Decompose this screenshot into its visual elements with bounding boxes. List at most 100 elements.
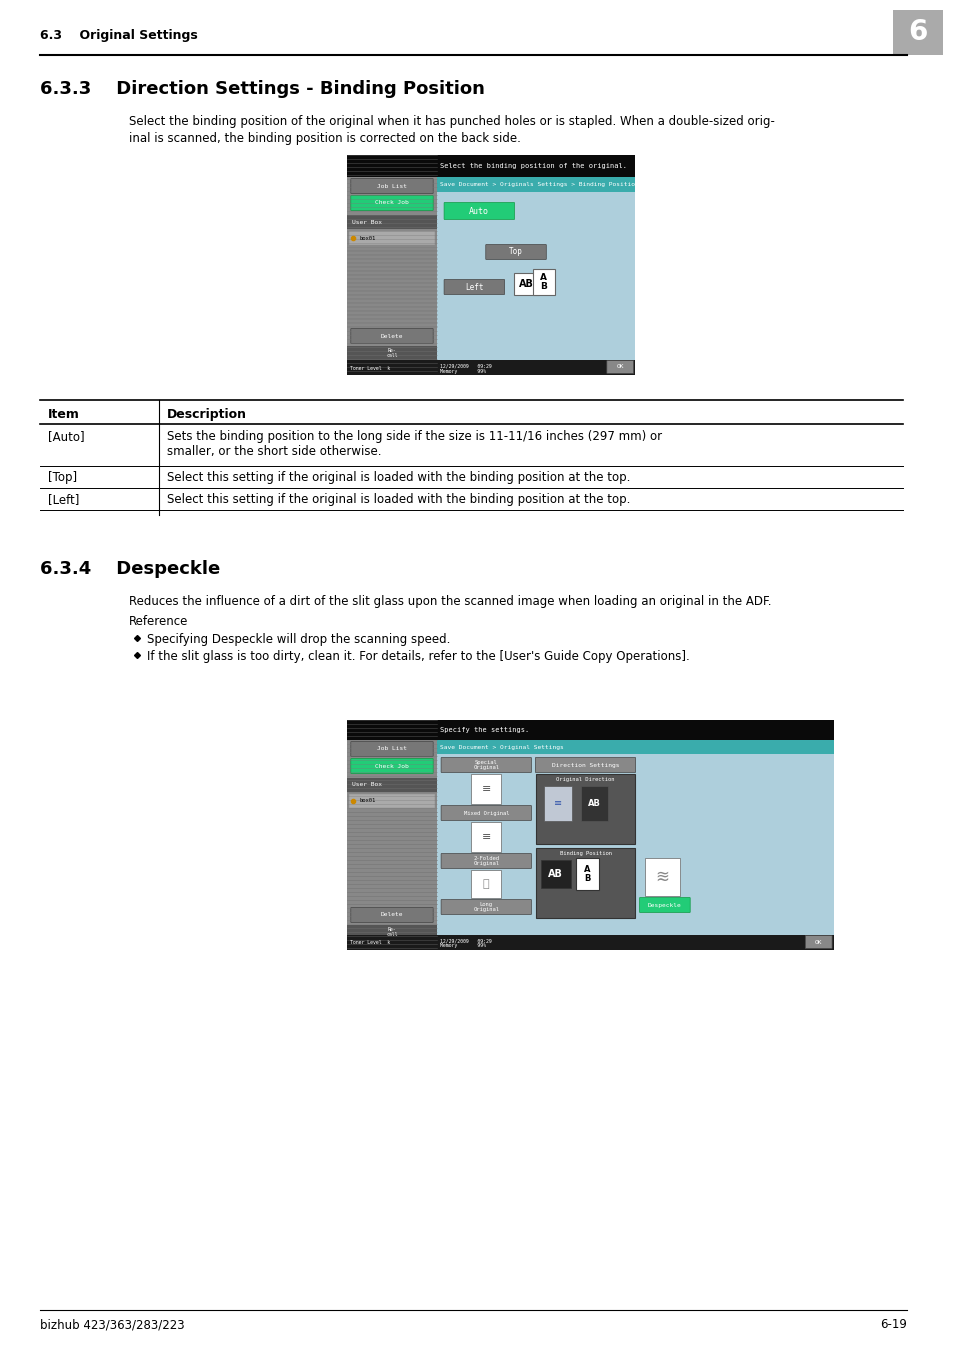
FancyBboxPatch shape [351, 741, 433, 756]
FancyBboxPatch shape [351, 328, 433, 343]
Text: Specify the settings.: Specify the settings. [439, 728, 528, 733]
Bar [536, 774, 635, 844]
Text: Check Job: Check Job [375, 764, 409, 768]
Text: box01: box01 [359, 235, 375, 240]
Bar [347, 155, 436, 375]
Text: Toner Level  k: Toner Level k [350, 941, 390, 945]
Text: Original Direction: Original Direction [556, 778, 614, 783]
Text: User Box: User Box [352, 783, 382, 787]
Text: Despeckle: Despeckle [647, 903, 681, 907]
Text: Select this setting if the original is loaded with the binding position at the t: Select this setting if the original is l… [167, 471, 629, 485]
Text: ⎕: ⎕ [482, 879, 489, 890]
Bar [536, 848, 635, 918]
Text: Description: Description [167, 408, 247, 421]
Text: Left: Left [465, 282, 483, 292]
Text: A
B: A B [583, 865, 590, 883]
Text: Delete: Delete [380, 333, 403, 339]
Bar [436, 720, 833, 950]
Text: Mixed Original: Mixed Original [463, 810, 509, 815]
Bar [347, 720, 833, 740]
Text: Memory       99%: Memory 99% [439, 369, 485, 374]
FancyBboxPatch shape [440, 853, 531, 868]
Text: Auto: Auto [469, 207, 489, 216]
Text: Top: Top [509, 247, 522, 256]
Text: 12/29/2009   09:29: 12/29/2009 09:29 [439, 938, 491, 944]
Text: Direction Settings: Direction Settings [551, 763, 618, 768]
Text: Delete: Delete [380, 913, 403, 918]
Text: Save Document > Originals Settings > Binding Position: Save Document > Originals Settings > Bin… [439, 182, 638, 188]
Text: Specifying Despeckle will drop the scanning speed.: Specifying Despeckle will drop the scann… [147, 633, 450, 647]
Text: Check Job: Check Job [375, 201, 409, 205]
Bar [349, 231, 435, 244]
Bar [436, 740, 833, 755]
Bar [347, 215, 436, 230]
Bar [540, 860, 570, 888]
Bar [892, 9, 942, 55]
FancyBboxPatch shape [351, 907, 433, 922]
Text: 12/29/2009   09:29: 12/29/2009 09:29 [439, 363, 491, 369]
Bar [471, 774, 500, 805]
Text: Job List: Job List [376, 184, 407, 189]
FancyBboxPatch shape [351, 178, 433, 193]
FancyBboxPatch shape [639, 898, 689, 913]
Bar [543, 786, 571, 821]
FancyBboxPatch shape [485, 244, 546, 259]
Bar [644, 859, 679, 896]
Bar [575, 859, 598, 890]
Text: A
B: A B [539, 273, 547, 290]
FancyBboxPatch shape [351, 196, 433, 211]
Text: 6.3    Original Settings: 6.3 Original Settings [40, 28, 197, 42]
Text: AB: AB [518, 279, 533, 289]
FancyBboxPatch shape [444, 279, 504, 294]
Bar [514, 273, 538, 296]
Text: AB: AB [548, 869, 562, 879]
Text: User Box: User Box [352, 220, 382, 224]
Bar [471, 822, 500, 852]
Bar [436, 177, 635, 192]
Text: Select the binding position of the original when it has punched holes or is stap: Select the binding position of the origi… [129, 115, 774, 128]
Text: Special
Original: Special Original [473, 760, 498, 771]
Text: OK: OK [814, 940, 821, 945]
Text: Toner Level  k: Toner Level k [350, 366, 390, 370]
Text: [Auto]: [Auto] [48, 431, 84, 443]
Text: inal is scanned, the binding position is corrected on the back side.: inal is scanned, the binding position is… [129, 132, 520, 144]
Text: Item: Item [48, 408, 79, 421]
Text: Memory       99%: Memory 99% [439, 944, 485, 949]
Text: [Top]: [Top] [48, 471, 76, 485]
Bar [347, 155, 635, 177]
Text: Re-
call: Re- call [386, 927, 397, 937]
Text: ≋: ≋ [655, 868, 668, 886]
Text: Select this setting if the original is loaded with the binding position at the t: Select this setting if the original is l… [167, 493, 629, 506]
FancyBboxPatch shape [444, 202, 514, 220]
Text: Select the binding position of the original.: Select the binding position of the origi… [439, 163, 626, 169]
Bar [580, 786, 608, 821]
Text: 6: 6 [907, 18, 926, 46]
FancyBboxPatch shape [351, 759, 433, 774]
FancyBboxPatch shape [440, 806, 531, 821]
Bar [347, 720, 436, 950]
Bar [347, 925, 436, 940]
Text: ≡: ≡ [481, 784, 491, 794]
Bar [533, 269, 554, 296]
Text: If the slit glass is too dirty, clean it. For details, refer to the [User's Guid: If the slit glass is too dirty, clean it… [147, 649, 689, 663]
Bar [347, 778, 436, 792]
Text: 6-19: 6-19 [880, 1319, 906, 1331]
FancyBboxPatch shape [606, 360, 633, 374]
Bar [349, 794, 435, 809]
FancyBboxPatch shape [440, 899, 531, 914]
Bar [347, 936, 833, 950]
Bar [436, 155, 635, 375]
Text: 6.3.3    Direction Settings - Binding Position: 6.3.3 Direction Settings - Binding Posit… [40, 80, 484, 99]
FancyBboxPatch shape [440, 757, 531, 772]
Text: Save Document > Original Settings: Save Document > Original Settings [439, 744, 563, 749]
Text: [Left]: [Left] [48, 493, 79, 506]
Text: Binding Position: Binding Position [558, 852, 611, 856]
FancyBboxPatch shape [535, 757, 635, 772]
Bar [347, 360, 635, 375]
Text: 6.3.4    Despeckle: 6.3.4 Despeckle [40, 560, 220, 578]
Bar [347, 346, 436, 360]
Text: OK: OK [616, 364, 623, 370]
Text: ≡: ≡ [553, 798, 561, 809]
Text: 2-Folded
Original: 2-Folded Original [473, 856, 498, 867]
FancyBboxPatch shape [804, 936, 831, 949]
